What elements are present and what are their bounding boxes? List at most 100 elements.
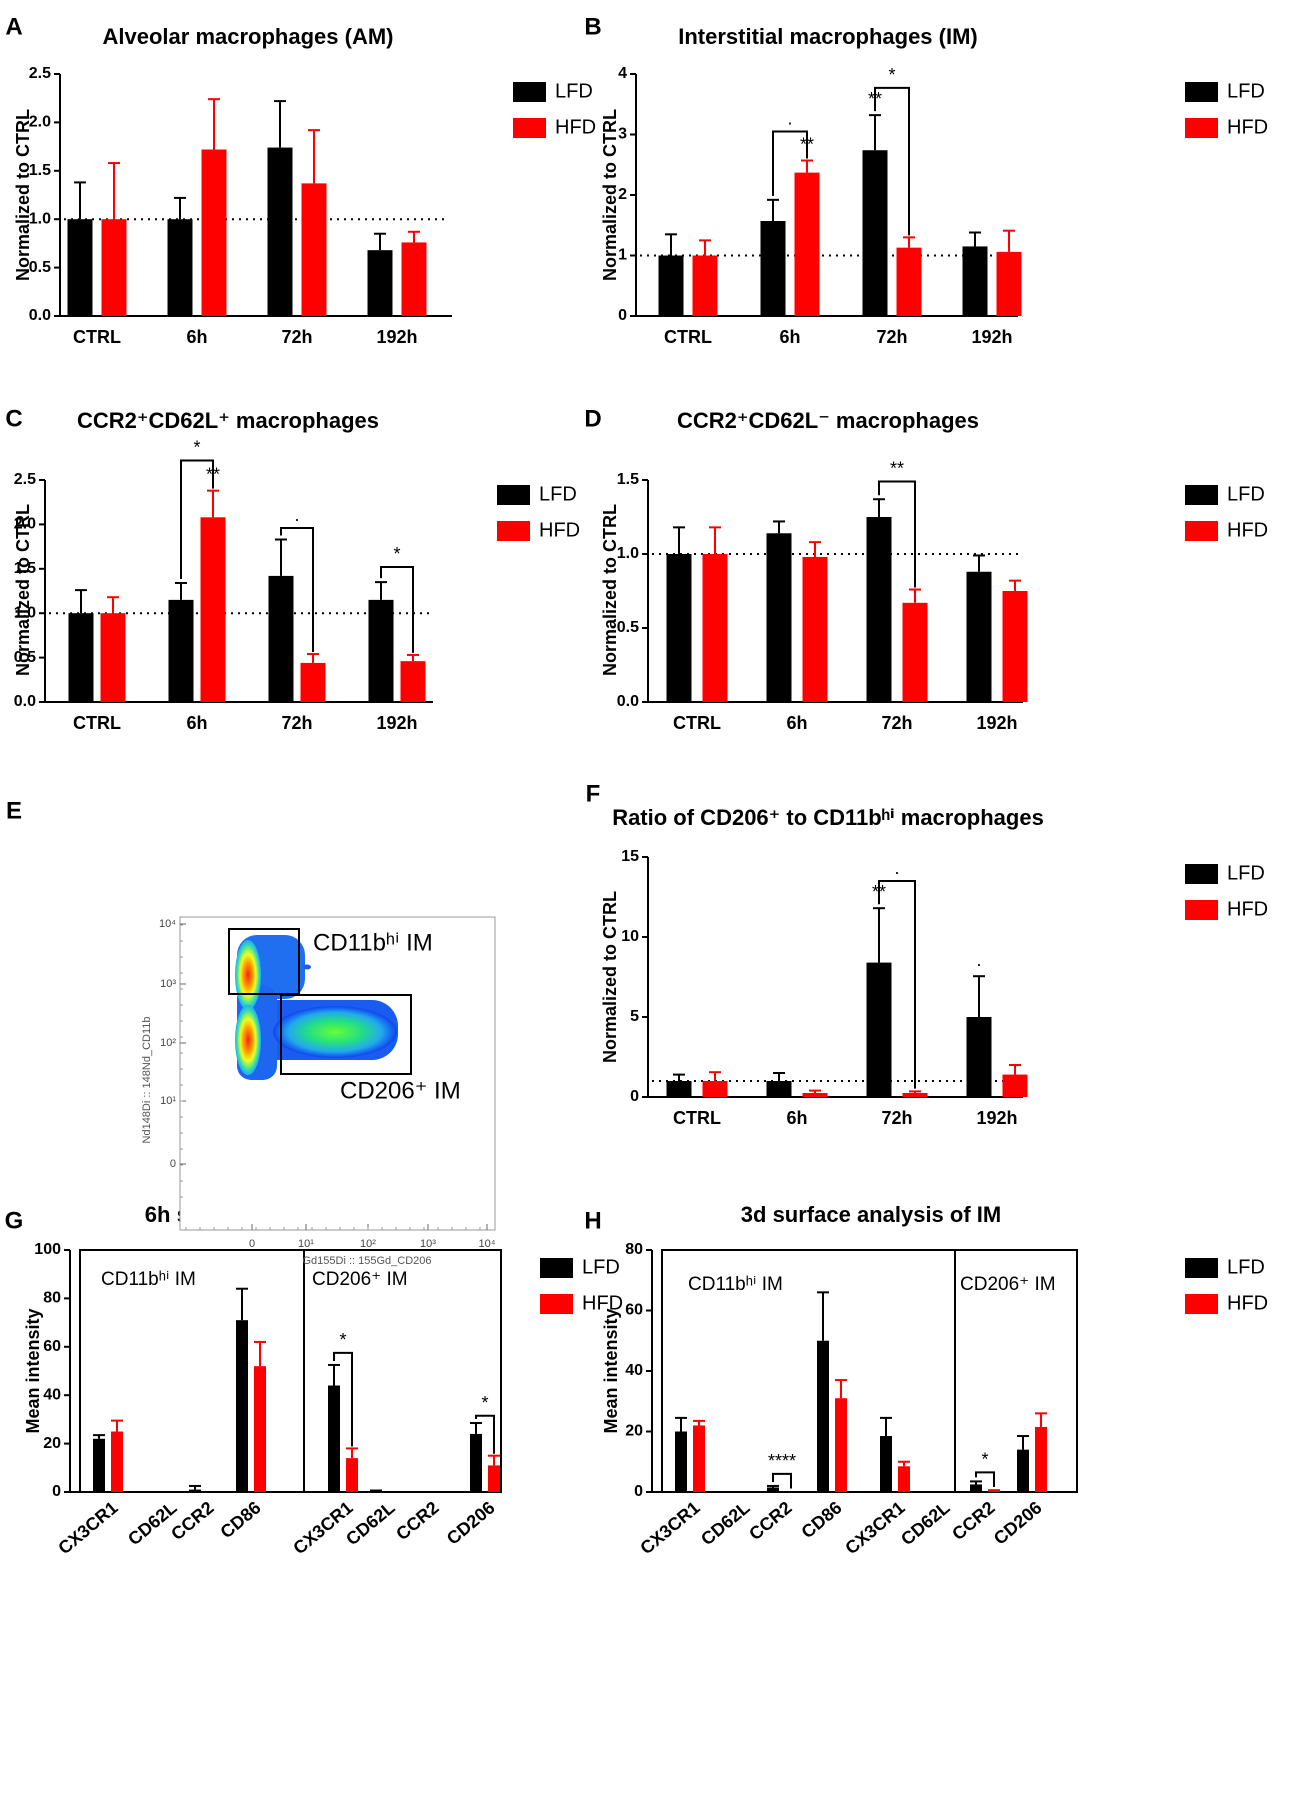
- bar-hfd: [401, 242, 427, 316]
- legend-label: LFD: [1227, 862, 1265, 884]
- significance-mark: *: [339, 1330, 346, 1350]
- y-tick-label: 2: [618, 186, 627, 203]
- significance-mark: **: [890, 458, 904, 478]
- x-tick-label: CTRL: [673, 713, 721, 733]
- bar-lfd: [766, 1081, 792, 1097]
- bar-hfd: [802, 556, 828, 702]
- y-tick-label: 0.0: [14, 693, 36, 710]
- bar-lfd: [68, 613, 94, 702]
- y-tick-label: 60: [43, 1338, 61, 1355]
- y-tick-label: 0.5: [617, 619, 639, 636]
- x-tick-label: 72h: [881, 713, 912, 733]
- bar-hfd: [794, 172, 820, 316]
- legend-swatch-hfd: [540, 1294, 573, 1314]
- y-tick-label: 0: [52, 1483, 61, 1500]
- bar-hfd: [988, 1491, 1000, 1492]
- significance-bracket: [380, 566, 414, 653]
- bar-hfd: [100, 613, 126, 702]
- significance-mark: ****: [768, 1451, 796, 1471]
- bar-lfd: [268, 575, 294, 702]
- x-tick-label: CX3CR1: [841, 1497, 908, 1558]
- bar-hfd: [201, 149, 227, 316]
- significance-mark: *: [193, 437, 200, 457]
- bar-lfd: [168, 599, 194, 702]
- bar-lfd: [962, 246, 988, 316]
- y-tick-label: 0: [630, 1088, 639, 1105]
- y-axis-label: Normalized to CTRL: [13, 109, 33, 281]
- x-tick-label: CTRL: [664, 327, 712, 347]
- y-tick-label: 10: [621, 928, 639, 945]
- legend-label: HFD: [1227, 519, 1268, 541]
- significance-bracket: [772, 130, 808, 196]
- x-tick-label: 72h: [281, 713, 312, 733]
- bar-hfd: [902, 1093, 928, 1097]
- panel-label: D: [584, 405, 601, 432]
- bar-lfd: [367, 250, 393, 316]
- y-axis-label: Normalized to CTRL: [13, 504, 33, 676]
- x-tick-label: CTRL: [73, 713, 121, 733]
- legend-label: LFD: [1227, 1256, 1265, 1278]
- bar-lfd: [666, 554, 692, 702]
- bar-lfd: [328, 1385, 340, 1492]
- y-tick-label: 1.0: [14, 604, 36, 621]
- y-tick-label: 10¹: [160, 1095, 176, 1107]
- x-axis-label: Gd155Di :: 155Gd_CD206: [302, 1255, 431, 1267]
- bar-hfd: [101, 219, 127, 316]
- y-tick-label: 3: [618, 126, 627, 143]
- group-box: [303, 1249, 502, 1493]
- x-tick-label: CX3CR1: [636, 1497, 703, 1558]
- panel-D: D CCR2⁺CD62L⁻ macrophages Normalized to CT…: [584, 405, 1268, 732]
- x-tick-label: 192h: [976, 1108, 1017, 1128]
- bar-hfd: [346, 1458, 358, 1492]
- x-tick-label: CD206: [443, 1497, 499, 1548]
- y-tick-label: 0: [634, 1483, 643, 1500]
- chart-title: CCR2⁺CD62L⁺ macrophages: [77, 408, 379, 433]
- bar-lfd: [675, 1431, 687, 1492]
- x-tick-label: 6h: [786, 1108, 807, 1128]
- bar-lfd: [767, 1487, 779, 1492]
- legend-swatch-lfd: [1185, 82, 1218, 102]
- bar-hfd: [300, 662, 326, 702]
- panel-label: B: [584, 13, 601, 40]
- bar-lfd: [880, 1436, 892, 1492]
- bar-lfd: [93, 1438, 105, 1492]
- significance-bracket: [772, 1472, 792, 1489]
- chart-title: Alveolar macrophages (AM): [103, 24, 394, 49]
- significance-bracket: [975, 1471, 995, 1487]
- group-label: CD11bʰⁱ IM: [101, 1269, 196, 1290]
- panel-label: C: [5, 405, 22, 432]
- significance-mark: .: [976, 950, 981, 970]
- legend-swatch-hfd: [1185, 900, 1218, 920]
- y-tick-label: 2.5: [29, 65, 51, 82]
- x-tick-label: 192h: [376, 713, 417, 733]
- significance-bracket: [878, 880, 916, 1089]
- y-tick-label: 15: [621, 848, 639, 865]
- panel-C: C CCR2⁺CD62L⁺ macrophages Normalized to CT…: [5, 405, 580, 732]
- bar-lfd: [970, 1484, 982, 1492]
- panel-label: A: [5, 13, 22, 40]
- x-tick-label: 10⁴: [479, 1238, 496, 1250]
- panel-B: B Interstitial macrophages (IM) Normalized…: [584, 13, 1268, 346]
- bar-hfd: [400, 661, 426, 702]
- group-label: CD206⁺ IM: [960, 1274, 1056, 1295]
- density-hotspot: [235, 940, 261, 1010]
- y-axis-label: Normalized to CTRL: [600, 891, 620, 1063]
- x-tick-label: CCR2: [167, 1497, 217, 1544]
- y-tick-label: 20: [43, 1435, 61, 1452]
- legend-label: HFD: [582, 1292, 623, 1314]
- bar-hfd: [200, 517, 226, 702]
- y-tick-label: 0: [618, 307, 627, 324]
- x-tick-label: 10³: [420, 1238, 436, 1250]
- group-label: CD206⁺ IM: [312, 1269, 408, 1290]
- panel-label: G: [5, 1207, 24, 1234]
- x-tick-label: CCR2: [745, 1497, 795, 1544]
- y-tick-label: 1.0: [29, 210, 51, 227]
- legend-swatch-lfd: [540, 1258, 573, 1278]
- bar-hfd: [898, 1466, 910, 1492]
- y-tick-label: 60: [625, 1302, 643, 1319]
- legend-swatch-lfd: [513, 82, 546, 102]
- bar-lfd: [966, 571, 992, 702]
- bar-hfd: [692, 255, 718, 316]
- legend-label: LFD: [1227, 80, 1265, 102]
